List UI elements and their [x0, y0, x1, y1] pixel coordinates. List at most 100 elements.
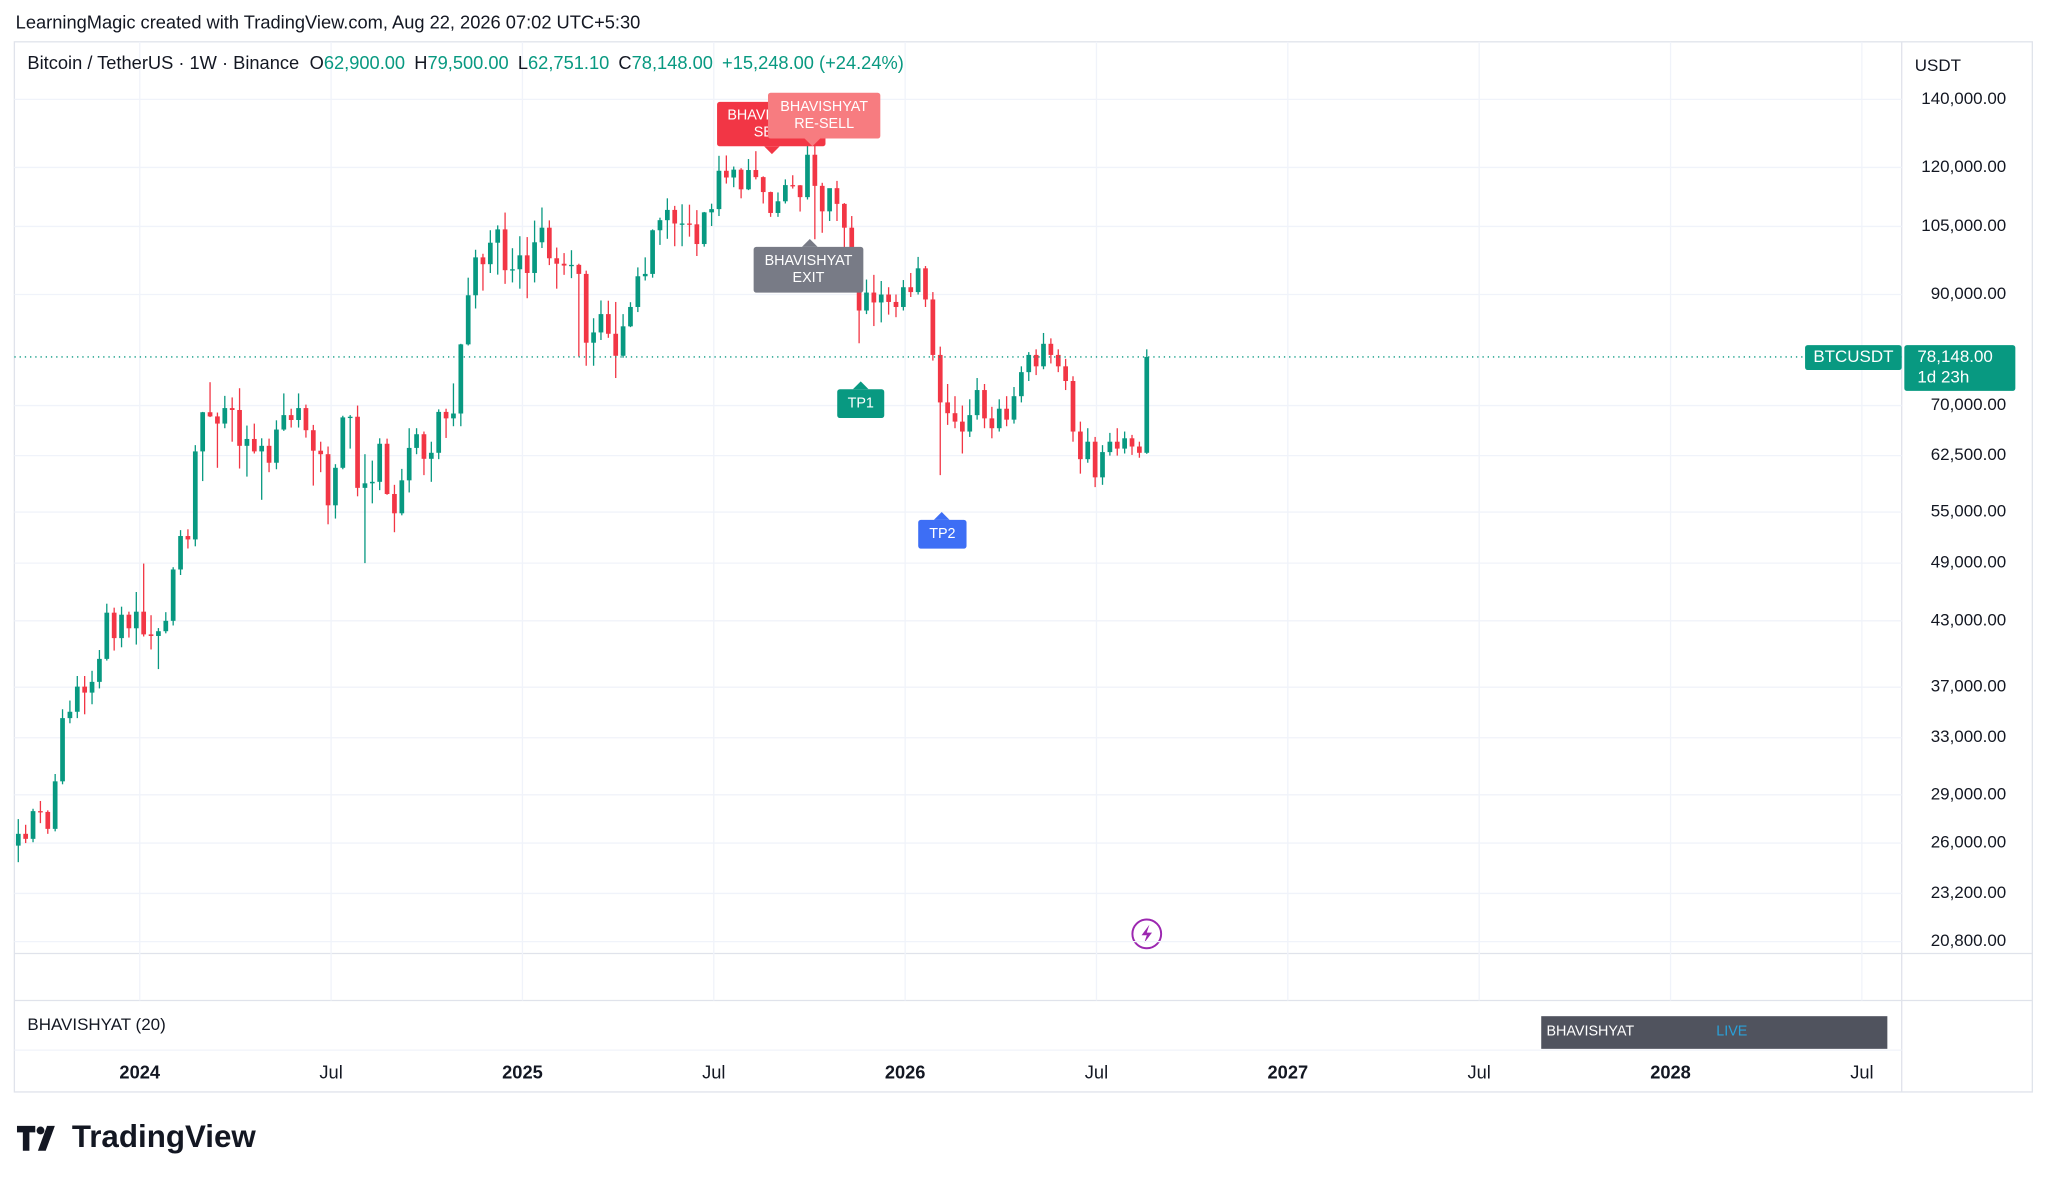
candle-body: [775, 201, 781, 213]
lightning-icon: [1131, 918, 1163, 950]
candle-body: [133, 611, 139, 629]
candle-body: [310, 430, 316, 451]
candle-body: [406, 447, 412, 481]
candle-body: [30, 811, 36, 839]
candle-body: [1129, 438, 1135, 447]
badge-status: LIVE: [1716, 1024, 1747, 1040]
candle-body: [222, 408, 228, 424]
candle-body: [576, 264, 582, 274]
candle-body: [495, 229, 501, 243]
candle-body: [89, 681, 95, 693]
candle-body: [569, 264, 574, 267]
candle-body: [974, 390, 980, 416]
candle-body: [1107, 441, 1113, 453]
y-tick-label: 20,800.00: [1931, 931, 2007, 950]
candle-body: [274, 429, 279, 463]
candle-body: [679, 223, 685, 225]
y-tick-label: 29,000.00: [1931, 784, 2007, 803]
y-tick-label: 90,000.00: [1931, 284, 2007, 303]
candle-body: [318, 450, 324, 455]
candle-body: [333, 467, 338, 506]
candle-body: [23, 833, 29, 839]
candle-body: [126, 614, 132, 629]
price-tag-text: 78,148.00: [1917, 347, 1993, 366]
candle-body: [1048, 343, 1054, 355]
candle-body: [657, 220, 663, 231]
candle-body: [827, 188, 832, 212]
annotation-box: [918, 519, 967, 549]
candle-body: [200, 412, 206, 452]
candle-body: [156, 631, 161, 636]
y-tick-label: 62,500.00: [1931, 445, 2007, 464]
candle-body: [871, 292, 877, 303]
currency: USDT: [1915, 56, 1961, 75]
legend-value: 79,500.00: [427, 52, 508, 73]
candle-body: [74, 686, 80, 712]
symbol-tag-text: BTCUSDT: [1813, 347, 1893, 366]
candle-body: [207, 412, 213, 417]
indicator-badge: [1541, 1016, 1888, 1049]
x-tick-label: 2026: [885, 1061, 926, 1082]
candle-body: [716, 170, 722, 210]
candle-body: [886, 294, 891, 302]
candle-body: [642, 273, 648, 277]
candle-body: [1085, 441, 1091, 460]
candle-body: [347, 416, 353, 419]
legend-key: C: [618, 52, 631, 73]
y-tick-label: 37,000.00: [1931, 677, 2007, 696]
logo-text: TradingView: [72, 1119, 257, 1154]
candle-body: [923, 268, 928, 300]
x-tick-label: Jul: [702, 1061, 725, 1082]
candle-body: [67, 711, 73, 719]
candle-body: [251, 438, 257, 452]
candle-body: [635, 276, 641, 307]
legend-key: O: [310, 52, 324, 73]
candle-body: [893, 301, 899, 307]
y-tick-label: 120,000.00: [1921, 157, 2006, 176]
candle-body: [996, 408, 1002, 429]
candle-body: [967, 415, 973, 432]
candle-body: [38, 811, 43, 813]
candle-body: [1078, 431, 1083, 460]
candle-body: [842, 203, 847, 228]
candle-body: [738, 169, 744, 190]
candle-body: [746, 170, 751, 190]
candle-body: [901, 287, 906, 307]
candle-body: [148, 634, 154, 636]
candle-body: [598, 314, 604, 333]
countdown: 1d 23h: [1917, 367, 1969, 386]
candle-body: [119, 614, 124, 639]
candle-body: [502, 229, 508, 271]
legend-value: 62,751.10: [528, 52, 609, 73]
candle-body: [583, 273, 589, 343]
annotation-text: TP2: [929, 526, 955, 542]
y-tick-label: 43,000.00: [1931, 610, 2007, 629]
candle-body: [613, 333, 619, 356]
candle-body: [517, 255, 523, 270]
candle-body: [989, 418, 995, 429]
y-tick-label: 55,000.00: [1931, 502, 2007, 521]
candle-body: [104, 612, 110, 659]
candle-body: [355, 416, 360, 488]
candle-body: [539, 227, 545, 243]
x-tick-label: 2028: [1650, 1061, 1691, 1082]
candle-body: [1004, 408, 1009, 420]
candle-body: [60, 718, 65, 782]
annotation-text: BHAVISHYAT: [765, 253, 853, 269]
x-tick-label: Jul: [1085, 1061, 1108, 1082]
candle-body: [97, 658, 102, 682]
candle-body: [709, 209, 714, 213]
candle-body: [524, 255, 530, 273]
candle-body: [266, 445, 272, 463]
annotation-pointer: [764, 146, 780, 155]
candle-body: [377, 443, 383, 482]
candle-body: [915, 268, 921, 293]
candle-body: [561, 263, 567, 266]
symbol: Bitcoin / TetherUS · 1W · Binance: [27, 52, 299, 73]
candle-body: [443, 411, 449, 419]
change: +15,248.00 (+24.24%): [722, 52, 904, 73]
candle-body: [141, 611, 147, 635]
candle-body: [768, 192, 773, 213]
candle-body: [414, 434, 419, 448]
